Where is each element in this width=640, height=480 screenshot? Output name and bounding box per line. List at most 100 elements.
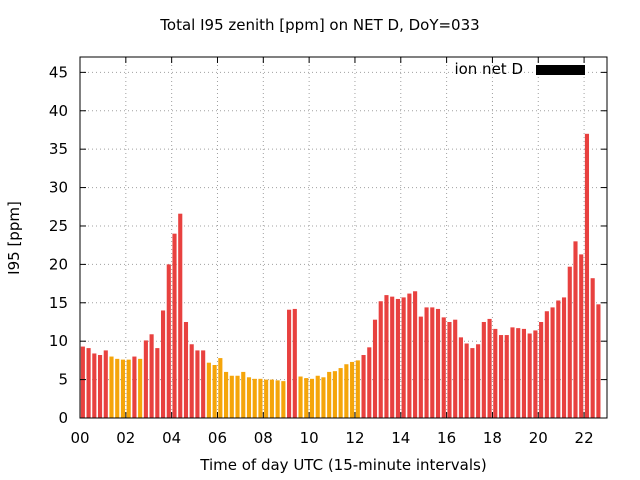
y-tick-label: 20 bbox=[49, 255, 68, 273]
bar bbox=[309, 378, 315, 418]
bar bbox=[590, 278, 595, 418]
bar bbox=[390, 296, 395, 418]
bar bbox=[321, 377, 326, 418]
bar bbox=[561, 297, 567, 418]
bar bbox=[361, 355, 366, 418]
bar bbox=[367, 347, 372, 418]
bar bbox=[401, 297, 406, 418]
bar bbox=[189, 344, 194, 418]
x-tick-label: 22 bbox=[575, 429, 594, 447]
axes bbox=[79, 56, 608, 419]
bar bbox=[304, 378, 309, 418]
bar bbox=[241, 371, 246, 418]
bar bbox=[521, 328, 527, 418]
bar bbox=[504, 335, 509, 418]
chart-title: Total I95 zenith [ppm] on NET D, DoY=033 bbox=[160, 16, 480, 34]
bar bbox=[92, 353, 97, 418]
bar bbox=[160, 310, 166, 418]
bar bbox=[344, 364, 349, 418]
bar bbox=[269, 379, 274, 418]
bar bbox=[155, 348, 160, 418]
bar bbox=[418, 316, 423, 418]
bar bbox=[464, 343, 469, 418]
bar bbox=[384, 295, 389, 418]
bar bbox=[103, 350, 108, 418]
bar bbox=[584, 133, 590, 418]
bar bbox=[338, 368, 343, 418]
bar bbox=[97, 355, 103, 418]
bar bbox=[556, 300, 561, 418]
grid-lines bbox=[80, 57, 607, 418]
bar bbox=[407, 293, 412, 418]
bar bbox=[533, 330, 538, 418]
bar bbox=[178, 213, 183, 418]
bar bbox=[579, 254, 584, 418]
y-tick-label: 10 bbox=[49, 332, 68, 350]
legend-swatch bbox=[536, 65, 585, 75]
bar bbox=[206, 362, 211, 418]
bar bbox=[539, 321, 544, 418]
bar bbox=[264, 379, 269, 418]
bar bbox=[115, 358, 120, 418]
bar bbox=[596, 304, 601, 418]
y-tick-label: 30 bbox=[49, 179, 68, 197]
bar bbox=[493, 328, 498, 418]
bar bbox=[395, 298, 400, 418]
bar bbox=[430, 307, 435, 418]
bar-series bbox=[80, 133, 601, 418]
bar bbox=[332, 371, 337, 418]
x-tick-label: 02 bbox=[116, 429, 135, 447]
bar bbox=[424, 307, 429, 418]
bar bbox=[86, 348, 91, 418]
x-tick-label: 12 bbox=[345, 429, 364, 447]
x-tick-label: 06 bbox=[208, 429, 227, 447]
y-tick-label: 25 bbox=[49, 217, 68, 235]
bar bbox=[573, 241, 578, 418]
bar bbox=[550, 307, 555, 418]
bar bbox=[224, 371, 229, 418]
x-tick-label: 20 bbox=[529, 429, 548, 447]
bar bbox=[138, 358, 143, 418]
bar bbox=[166, 264, 171, 418]
bar bbox=[149, 334, 154, 418]
bar bbox=[80, 346, 85, 418]
y-tick-label: 35 bbox=[49, 140, 68, 158]
x-axis-label: Time of day UTC (15-minute intervals) bbox=[200, 456, 487, 474]
legend-label: ion net D bbox=[454, 60, 523, 78]
bar bbox=[126, 359, 131, 418]
y-tick-labels: 0 5 10 15 20 25 30 35 40 45 bbox=[49, 63, 68, 427]
x-tick-label: 14 bbox=[391, 429, 410, 447]
bar bbox=[510, 327, 515, 418]
plot-frame bbox=[79, 56, 608, 419]
bar bbox=[132, 356, 137, 418]
x-tick-label: 18 bbox=[483, 429, 502, 447]
y-tick-label: 5 bbox=[58, 371, 68, 389]
bar bbox=[481, 321, 486, 418]
bar bbox=[327, 371, 332, 418]
bar bbox=[350, 361, 355, 418]
bar bbox=[298, 376, 303, 418]
x-tick-label: 00 bbox=[70, 429, 89, 447]
y-tick-label: 40 bbox=[49, 102, 68, 120]
bar bbox=[183, 321, 189, 418]
bar bbox=[470, 348, 475, 418]
x-tick-label: 16 bbox=[437, 429, 456, 447]
bar bbox=[287, 309, 292, 418]
x-tick-labels: 00 02 04 06 08 10 12 14 16 18 20 22 bbox=[70, 429, 593, 447]
bar bbox=[229, 375, 234, 418]
x-tick-label: 04 bbox=[162, 429, 181, 447]
bar bbox=[527, 333, 532, 418]
bar bbox=[487, 318, 492, 418]
bar bbox=[235, 375, 240, 418]
bar bbox=[281, 381, 286, 418]
bar bbox=[378, 301, 383, 418]
bar bbox=[258, 378, 263, 418]
bar bbox=[252, 378, 257, 418]
bar bbox=[447, 321, 452, 418]
y-tick-label: 15 bbox=[49, 294, 68, 312]
bar bbox=[195, 350, 200, 418]
bar bbox=[567, 266, 572, 418]
x-tick-label: 08 bbox=[254, 429, 273, 447]
y-tick-label: 0 bbox=[58, 409, 68, 427]
